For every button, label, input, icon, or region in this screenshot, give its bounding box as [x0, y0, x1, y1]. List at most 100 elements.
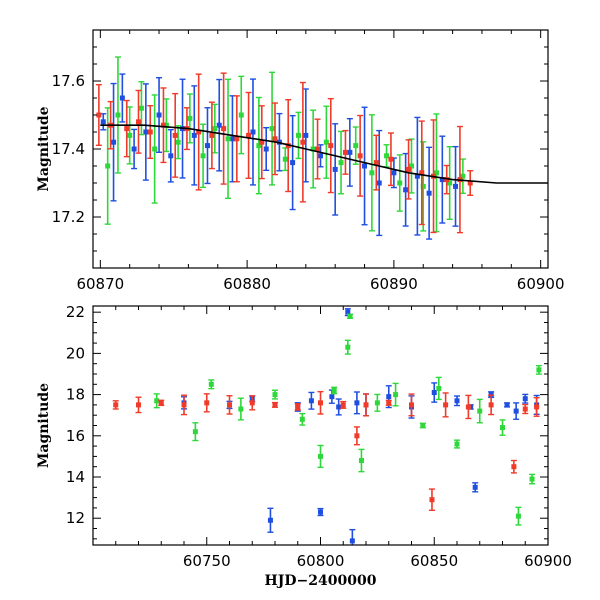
data-point: [386, 394, 392, 400]
data-point: [172, 132, 178, 138]
data-point: [429, 497, 435, 503]
data-point: [323, 139, 329, 145]
data-point: [409, 402, 414, 408]
data-point: [488, 402, 494, 408]
plot-area: [112, 308, 542, 545]
data-point: [318, 400, 323, 406]
data-point: [147, 129, 153, 135]
data-point: [115, 112, 121, 118]
data-point: [363, 402, 369, 408]
data-point: [160, 122, 166, 128]
data-point: [345, 344, 351, 350]
data-point: [433, 170, 439, 176]
data-point: [357, 153, 363, 159]
data-point: [310, 146, 316, 152]
series-1: [153, 313, 542, 526]
data-point: [340, 402, 346, 408]
data-point: [225, 136, 231, 142]
data-point: [419, 170, 425, 176]
data-point: [156, 112, 162, 118]
x-tick-label: 60850: [410, 552, 458, 570]
data-point: [345, 309, 351, 315]
data-point: [467, 180, 473, 186]
data-point: [234, 136, 240, 142]
data-point: [318, 153, 323, 159]
data-point: [143, 129, 149, 135]
data-point: [96, 112, 102, 118]
y-tick-label: 17.4: [52, 140, 85, 158]
data-point: [454, 441, 460, 447]
data-point: [196, 129, 202, 135]
data-point: [328, 143, 334, 149]
data-point: [290, 160, 296, 166]
x-tick-label: 60890: [370, 275, 418, 293]
data-point: [431, 390, 437, 396]
data-point: [163, 122, 169, 128]
data-point: [238, 112, 244, 118]
data-point: [204, 143, 210, 149]
data-point: [136, 402, 141, 408]
data-point: [436, 385, 442, 391]
data-point: [100, 119, 106, 125]
data-point: [318, 453, 323, 459]
data-point: [136, 119, 141, 125]
data-point: [138, 105, 144, 111]
data-point: [522, 396, 528, 402]
data-point: [113, 402, 119, 408]
data-point: [454, 398, 460, 404]
data-point: [374, 400, 380, 406]
data-point: [191, 132, 197, 138]
y-tick-label: 22: [66, 303, 85, 321]
data-point: [200, 153, 206, 159]
series-0: [181, 308, 540, 545]
y-tick-label: 18: [66, 386, 85, 404]
x-tick-label: 60800: [297, 552, 345, 570]
data-point: [397, 180, 403, 186]
data-point: [192, 429, 198, 435]
data-point: [529, 476, 535, 482]
data-point: [295, 132, 301, 138]
data-point: [111, 139, 117, 145]
data-point: [349, 538, 355, 544]
x-tick-label: 60900: [517, 275, 565, 293]
bottom-panel: 60750 60800 60850 60900 12 14 16 18 20 22 Magnitud…: [36, 303, 572, 589]
data-point: [249, 400, 255, 406]
data-point: [105, 163, 111, 169]
data-point: [221, 126, 227, 132]
y-tick-label: 20: [66, 344, 85, 362]
data-point: [460, 173, 466, 179]
data-point: [209, 132, 215, 138]
data-point: [342, 149, 348, 155]
data-point: [282, 156, 288, 162]
data-point: [124, 126, 130, 132]
data-point: [329, 394, 335, 400]
x-tick-label: 60870: [76, 275, 124, 293]
data-point: [403, 187, 409, 193]
data-point: [420, 423, 426, 428]
series-1: [104, 56, 466, 233]
data-point: [347, 313, 353, 319]
data-point: [522, 406, 528, 412]
data-point: [267, 517, 273, 523]
x-tick-label: 60750: [183, 552, 231, 570]
data-point: [353, 143, 359, 149]
y-axis-label: Magnitude: [36, 106, 52, 191]
data-point: [472, 484, 478, 490]
data-point: [336, 404, 342, 410]
data-point: [373, 160, 379, 166]
data-point: [303, 132, 309, 138]
data-point: [513, 408, 519, 414]
data-point: [127, 132, 133, 138]
data-point: [131, 146, 137, 152]
data-point: [384, 153, 390, 159]
data-point: [536, 367, 542, 373]
data-point: [409, 163, 414, 169]
data-point: [299, 416, 305, 422]
plot-area: [95, 56, 548, 240]
data-point: [465, 404, 471, 410]
data-point: [515, 513, 521, 519]
data-point: [318, 509, 323, 515]
trend-line: [100, 124, 548, 184]
top-panel: 60870 60880 60890 60900 17.2 17.4 17.6Magnitud…: [36, 29, 565, 293]
